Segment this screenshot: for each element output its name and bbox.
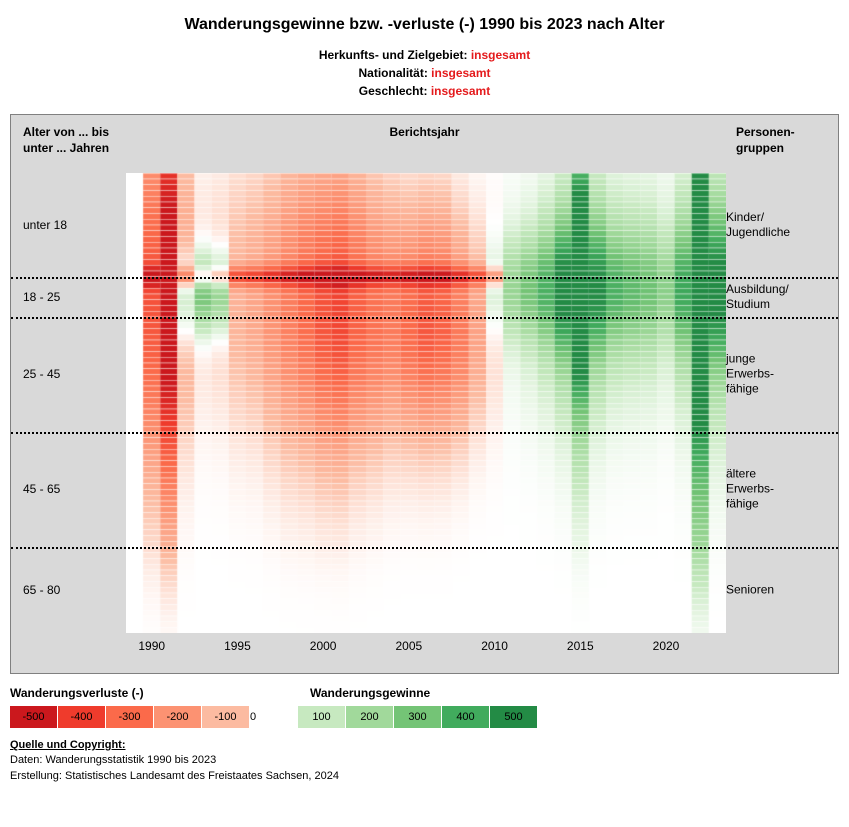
year-tick: 1990 xyxy=(138,639,165,653)
source-line-1: Daten: Wanderungsstatistik 1990 bis 2023 xyxy=(10,753,839,768)
group-label: jungeErwerbs-fähige xyxy=(726,352,826,397)
group-label: ältereErwerbs-fähige xyxy=(726,467,826,512)
year-tick: 2000 xyxy=(310,639,337,653)
heatmap-canvas xyxy=(126,173,726,633)
year-tick: 1995 xyxy=(224,639,251,653)
legend-cell: -200 xyxy=(154,706,202,728)
legend-cell: -500 xyxy=(10,706,58,728)
footer: Quelle und Copyright: Daten: Wanderungss… xyxy=(10,738,839,784)
group-boundary xyxy=(11,432,838,434)
legend-cell: 300 xyxy=(394,706,442,728)
age-label: 18 - 25 xyxy=(23,290,118,304)
chart-panel: Alter von ... bis unter ... Jahren Beric… xyxy=(10,114,839,674)
legend-cell: 500 xyxy=(490,706,538,728)
age-label: 25 - 45 xyxy=(23,367,118,381)
age-label: 65 - 80 xyxy=(23,583,118,597)
legend-gain-title: Wanderungsgewinne xyxy=(310,686,430,700)
age-label: 45 - 65 xyxy=(23,482,118,496)
subtitle-value-3: insgesamt xyxy=(431,84,490,98)
group-label: Ausbildung/Studium xyxy=(726,282,826,312)
subtitle-label-1: Herkunfts- und Zielgebiet: xyxy=(319,48,471,62)
subtitle-label-2: Nationalität: xyxy=(358,66,431,80)
heatmap-plotarea xyxy=(126,173,726,633)
subtitle-value-2: insgesamt xyxy=(431,66,490,80)
legend-cell: 100 xyxy=(298,706,346,728)
group-label: Kinder/Jugendliche xyxy=(726,210,826,240)
legend-cell: -400 xyxy=(58,706,106,728)
year-tick: 2015 xyxy=(567,639,594,653)
axis-title-groups: Personen-gruppen xyxy=(736,125,826,156)
axis-title-year: Berichtsjahr xyxy=(11,125,838,139)
legend-cell: -300 xyxy=(106,706,154,728)
group-boundary xyxy=(11,547,838,549)
source-line-2: Erstellung: Statistisches Landesamt des … xyxy=(10,769,839,784)
legend-cell: 0 xyxy=(250,706,298,728)
legend-loss-title: Wanderungsverluste (-) xyxy=(10,686,310,700)
year-tick: 2005 xyxy=(395,639,422,653)
legend-cell: 200 xyxy=(346,706,394,728)
group-boundary xyxy=(11,277,838,279)
subtitle-block: Herkunfts- und Zielgebiet: insgesamt Nat… xyxy=(10,46,839,100)
legend-cell: 400 xyxy=(442,706,490,728)
subtitle-value-1: insgesamt xyxy=(471,48,530,62)
subtitle-label-3: Geschlecht: xyxy=(359,84,431,98)
source-title: Quelle und Copyright: xyxy=(10,738,839,753)
year-tick: 2010 xyxy=(481,639,508,653)
group-label: Senioren xyxy=(726,582,826,597)
legend-cell: -100 xyxy=(202,706,250,728)
group-boundary xyxy=(11,317,838,319)
age-label: unter 18 xyxy=(23,218,118,232)
chart-title: Wanderungsgewinne bzw. -verluste (-) 199… xyxy=(10,16,839,34)
year-tick: 2020 xyxy=(653,639,680,653)
legend: Wanderungsverluste (-) Wanderungsgewinne… xyxy=(10,686,839,728)
